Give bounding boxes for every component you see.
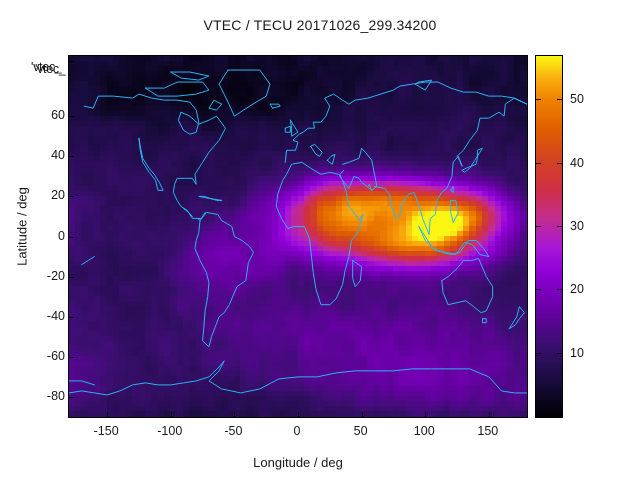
colorbar-tick — [557, 289, 563, 291]
y-tick-label: -40 — [46, 308, 65, 323]
y-tick — [69, 236, 74, 238]
y-tick — [69, 116, 74, 118]
y-tick — [69, 396, 74, 398]
y-tick — [69, 316, 74, 318]
x-axis-title: Longitude / deg — [253, 455, 343, 470]
colorbar-tick-label: 40 — [570, 155, 584, 170]
x-tick-label: -150 — [93, 424, 119, 438]
x-tick-label: -100 — [157, 424, 183, 438]
corner-artifact-text-b: 'vtec_ — [35, 62, 66, 76]
y-tick-label: -60 — [46, 348, 65, 363]
y-tick-label: 0 — [58, 228, 65, 243]
x-tick-label: 0 — [293, 424, 301, 438]
x-tick-label: 100 — [413, 424, 435, 438]
x-tick-label: 50 — [353, 424, 368, 438]
colorbar-tick-label: 20 — [570, 282, 584, 297]
y-tick-label: -20 — [46, 268, 65, 283]
colorbar-tick-label: 10 — [570, 345, 584, 360]
y-axis-title: Latitude / deg — [14, 187, 30, 266]
y-tick-label: 60 — [51, 108, 65, 123]
y-tick — [69, 61, 74, 62]
colorbar-tick-label: 50 — [570, 92, 584, 107]
colorbar-tick — [535, 352, 541, 354]
x-tick — [488, 412, 490, 417]
y-tick-label: -80 — [46, 388, 65, 403]
y-tick — [69, 196, 74, 198]
y-tick — [69, 356, 74, 358]
colorbar-tick-label: 30 — [570, 219, 584, 233]
y-tick — [69, 276, 74, 278]
colorbar-tick — [535, 289, 541, 291]
y-tick — [69, 156, 74, 158]
colorbar — [535, 55, 563, 418]
x-tick — [170, 412, 172, 417]
vtec-heatmap-canvas — [69, 56, 527, 417]
x-tick — [234, 412, 236, 417]
figure-title: VTEC / TECU 20171026_299.34200 — [203, 17, 437, 33]
x-tick — [425, 412, 427, 417]
map-plot-area — [68, 55, 528, 418]
colorbar-tick — [557, 352, 563, 354]
y-tick-label: 40 — [51, 148, 65, 163]
colorbar-tick — [535, 226, 541, 227]
colorbar-tick — [535, 162, 541, 164]
x-tick — [361, 412, 363, 417]
colorbar-tick — [535, 99, 541, 101]
y-tick-label: 20 — [51, 188, 65, 203]
x-tick — [298, 412, 299, 417]
corner-artifact-text-a: 'vtec_ — [31, 60, 62, 74]
colorbar-gradient — [536, 56, 562, 417]
colorbar-tick — [557, 226, 563, 227]
colorbar-tick — [557, 162, 563, 164]
colorbar-tick — [557, 99, 563, 101]
x-tick-label: -50 — [224, 424, 243, 438]
x-tick-label: 150 — [477, 424, 499, 438]
x-tick — [107, 412, 109, 417]
